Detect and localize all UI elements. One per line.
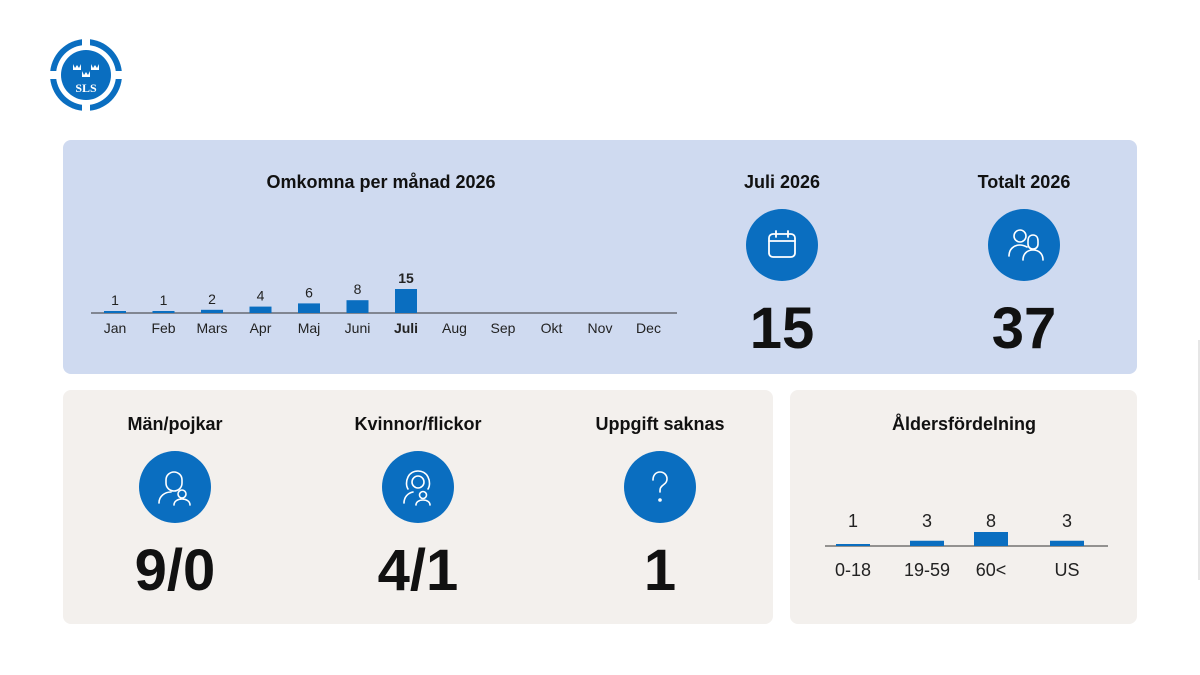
month-value-feb: 1: [160, 292, 168, 308]
month-bar-apr: [249, 306, 272, 313]
age-bar-60-: [974, 532, 1008, 546]
question-mark-icon: [624, 451, 696, 523]
man-boy-icon: [139, 451, 211, 523]
men-title: Män/pojkar: [127, 414, 223, 434]
age-label-us: US: [1054, 560, 1079, 580]
women-title: Kvinnor/flickor: [354, 414, 482, 434]
current-month-value: 15: [749, 296, 815, 361]
men-value: 9/0: [134, 538, 216, 603]
month-bar-feb: [152, 311, 175, 313]
month-bar-mars: [201, 309, 223, 313]
month-label-juni: Juni: [345, 320, 371, 336]
month-label-maj: Maj: [298, 320, 321, 336]
age-value-60-: 8: [986, 511, 996, 531]
month-label-nov: Nov: [588, 320, 613, 336]
month-value-maj: 6: [305, 284, 313, 300]
age-bar-0-18: [836, 544, 870, 546]
age-bar-19-59: [910, 540, 944, 546]
age-chart-title: Åldersfördelning: [891, 414, 1036, 434]
month-label-juli: Juli: [394, 320, 418, 336]
age-value-us: 3: [1062, 511, 1072, 531]
edge-divider: [1198, 340, 1200, 580]
month-label-mars: Mars: [196, 320, 227, 336]
monthly-bar-chart: 1 Jan 1 Feb 2 Mars 4 Apr 6 Maj 8 Juni 15 Juli Aug Sep Ok…: [91, 270, 677, 336]
age-value-19-59: 3: [922, 511, 932, 531]
month-value-jan: 1: [111, 292, 119, 308]
logo-text: SLS: [75, 81, 97, 95]
unknown-title: Uppgift saknas: [595, 414, 725, 434]
month-value-mars: 2: [208, 291, 216, 307]
age-label-60-: 60<: [976, 560, 1007, 580]
age-label-0-18: 0-18: [835, 560, 871, 580]
age-label-19-59: 19-59: [904, 560, 950, 580]
age-bar-chart: 1 0-18 3 19-59 8 60< 3 US: [825, 511, 1108, 580]
total-title: Totalt 2026: [977, 172, 1071, 192]
month-label-apr: Apr: [250, 320, 272, 336]
sls-logo: SLS: [50, 39, 122, 111]
month-bar-jan: [104, 311, 126, 313]
month-label-okt: Okt: [541, 320, 563, 336]
month-label-dec: Dec: [636, 320, 661, 336]
age-bar-us: [1050, 540, 1084, 546]
age-panel: [790, 390, 1137, 624]
month-label-sep: Sep: [491, 320, 516, 336]
women-value: 4/1: [377, 538, 459, 603]
month-bar-maj: [298, 303, 320, 313]
people-icon: [988, 209, 1060, 281]
woman-girl-icon: [382, 451, 454, 523]
month-bar-juli: [395, 289, 417, 313]
month-label-aug: Aug: [442, 320, 467, 336]
month-label-feb: Feb: [151, 320, 175, 336]
total-value: 37: [991, 296, 1057, 361]
unknown-value: 1: [643, 538, 677, 603]
month-value-apr: 4: [257, 288, 265, 304]
calendar-icon: [746, 209, 818, 281]
age-value-0-18: 1: [848, 511, 858, 531]
month-value-juli: 15: [398, 270, 414, 286]
month-bar-juni: [346, 300, 369, 313]
current-month-title: Juli 2026: [743, 172, 821, 192]
month-value-juni: 8: [354, 281, 362, 297]
monthly-panel: [63, 140, 1137, 374]
month-label-jan: Jan: [104, 320, 127, 336]
monthly-chart-title: Omkomna per månad 2026: [266, 172, 496, 192]
